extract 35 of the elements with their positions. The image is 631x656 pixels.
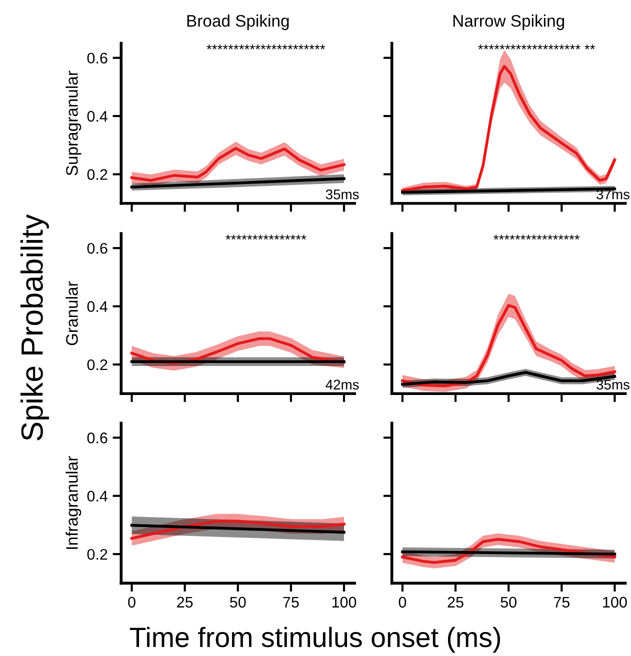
y-tick-label: 0.4 (87, 110, 108, 122)
annotation: 42ms (326, 380, 359, 390)
x-tick-label: 100 (603, 596, 627, 608)
y-tick-label: 0.4 (87, 490, 108, 502)
y-tick-label: 0.6 (87, 242, 108, 254)
chart-title: Broad Spiking (187, 14, 289, 30)
y-tick-label: 0.4 (87, 301, 108, 312)
x-tick-label: 75 (283, 596, 299, 608)
annotation: **************** (494, 234, 580, 240)
x-tick-label: 50 (500, 596, 516, 608)
annotation: *************** (226, 234, 306, 240)
y-axis-title: Supragranular (66, 70, 82, 176)
annotation: 35ms (596, 380, 630, 390)
x-tick-label: 75 (554, 596, 570, 608)
chart-title: Narrow Spiking (453, 14, 564, 30)
y-tick-label: 0.2 (87, 359, 108, 370)
annotation: 35ms (326, 190, 359, 200)
line-series (130, 524, 346, 534)
y-tick-label: 0.6 (87, 52, 108, 64)
y-axis-title: Granular (66, 281, 78, 346)
x-tick-label: 0 (398, 596, 406, 608)
annotation: ******************* ** (478, 44, 596, 50)
annotation: ********************** (206, 44, 326, 50)
y-tick-label: 0.2 (87, 548, 108, 560)
annotation: 37ms (596, 190, 630, 200)
x-axis-title: Time from stimulus onset (ms) (130, 626, 500, 653)
x-tick-label: 50 (230, 596, 246, 608)
text: Spike Probability (20, 214, 49, 440)
x-tick-label: 100 (332, 596, 356, 608)
x-tick-label: 25 (448, 596, 464, 608)
x-tick-label: 25 (177, 596, 193, 608)
y-tick-label: 0.6 (87, 432, 108, 444)
y-axis-title: Infragranular (66, 456, 82, 549)
x-tick-label: 0 (128, 596, 136, 608)
y-tick-label: 0.2 (87, 169, 108, 180)
